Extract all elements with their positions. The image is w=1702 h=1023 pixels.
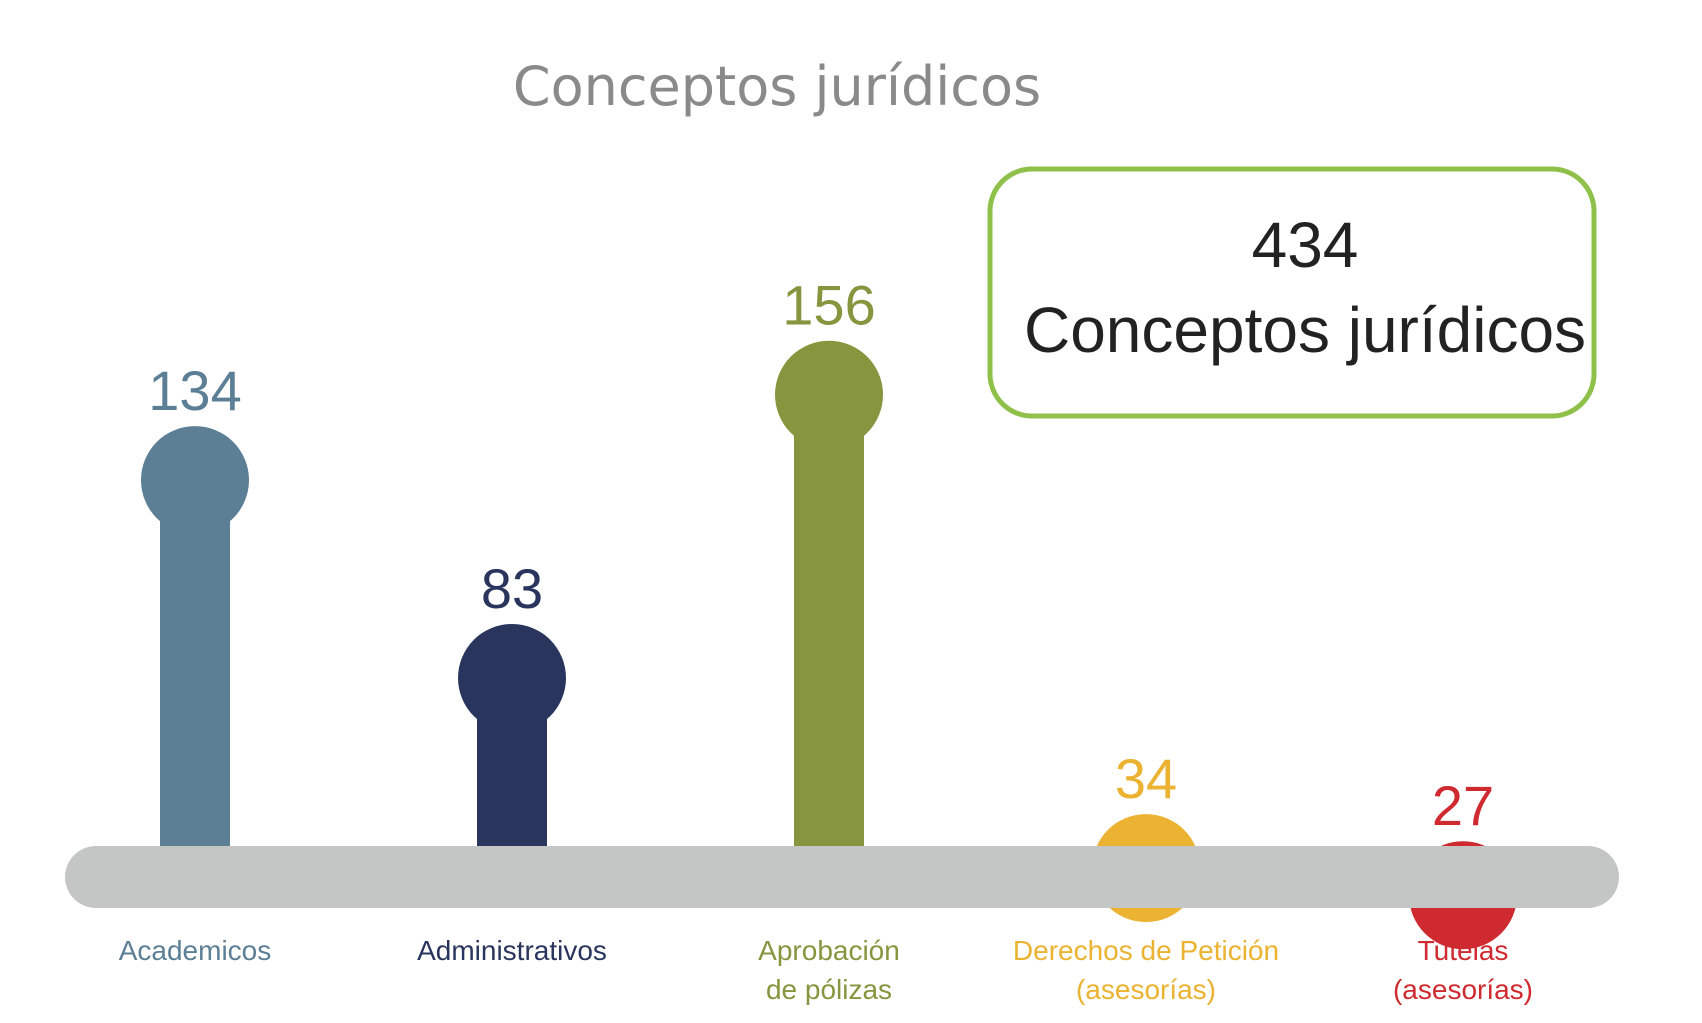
category-labels: Academicos Administrativos Aprobación de pó… <box>119 935 1533 1005</box>
value-label: 83 <box>481 557 543 620</box>
value-label: 156 <box>782 274 875 337</box>
category-label: (asesorías) <box>1076 974 1216 1005</box>
category-label: de pólizas <box>766 974 892 1005</box>
category-label: Academicos <box>119 935 272 966</box>
total-label: Conceptos jurídicos <box>1024 294 1586 366</box>
bar-stem <box>160 480 230 850</box>
category-label: Derechos de Petición <box>1013 935 1279 966</box>
category-label: Aprobación <box>758 935 900 966</box>
bar-head <box>141 426 249 535</box>
chart-title: Conceptos jurídicos <box>513 55 1041 118</box>
category-label: Tutelas <box>1418 935 1509 966</box>
bar-head <box>458 623 566 732</box>
baseline-bar <box>65 846 1619 908</box>
value-label: 34 <box>1115 747 1177 810</box>
category-label: Administrativos <box>417 935 607 966</box>
category-label: (asesorías) <box>1393 974 1533 1005</box>
value-label: 27 <box>1432 774 1494 837</box>
total-value: 434 <box>1252 209 1359 281</box>
bar-stem <box>794 394 864 850</box>
value-label: 134 <box>148 359 241 422</box>
bar-head <box>775 340 883 449</box>
total-box-frame <box>987 166 1597 419</box>
total-box: 434 Conceptos jurídicos <box>987 166 1597 419</box>
